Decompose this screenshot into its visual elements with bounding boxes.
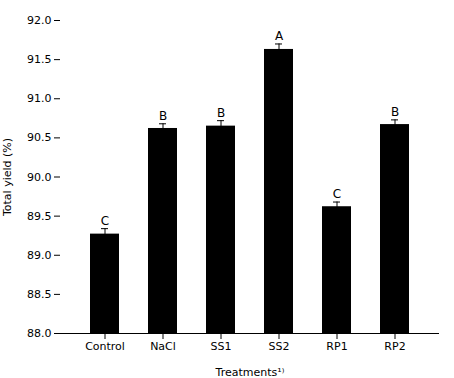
svg-text:RP1: RP1 bbox=[326, 340, 347, 353]
svg-text:90.0: 90.0 bbox=[27, 171, 52, 184]
svg-text:91.5: 91.5 bbox=[27, 53, 52, 66]
svg-text:Treatments¹⁾: Treatments¹⁾ bbox=[215, 366, 285, 378]
svg-text:RP2: RP2 bbox=[384, 340, 405, 353]
svg-text:SS1: SS1 bbox=[211, 340, 232, 353]
svg-text:C: C bbox=[333, 187, 341, 201]
svg-text:Total yield (%): Total yield (%) bbox=[1, 138, 14, 217]
svg-text:C: C bbox=[101, 214, 109, 228]
svg-text:91.0: 91.0 bbox=[27, 92, 52, 105]
svg-text:89.5: 89.5 bbox=[27, 210, 52, 223]
svg-text:90.5: 90.5 bbox=[27, 131, 52, 144]
svg-text:88.0: 88.0 bbox=[27, 327, 52, 340]
svg-text:89.0: 89.0 bbox=[27, 249, 52, 262]
svg-text:Control: Control bbox=[85, 340, 125, 353]
svg-text:B: B bbox=[159, 109, 167, 123]
svg-text:B: B bbox=[217, 106, 225, 120]
svg-text:92.0: 92.0 bbox=[27, 14, 52, 27]
svg-text:B: B bbox=[391, 105, 399, 119]
svg-text:SS2: SS2 bbox=[269, 340, 290, 353]
svg-text:A: A bbox=[275, 29, 284, 43]
svg-text:NaCl: NaCl bbox=[150, 340, 176, 353]
svg-text:88.5: 88.5 bbox=[27, 288, 52, 301]
